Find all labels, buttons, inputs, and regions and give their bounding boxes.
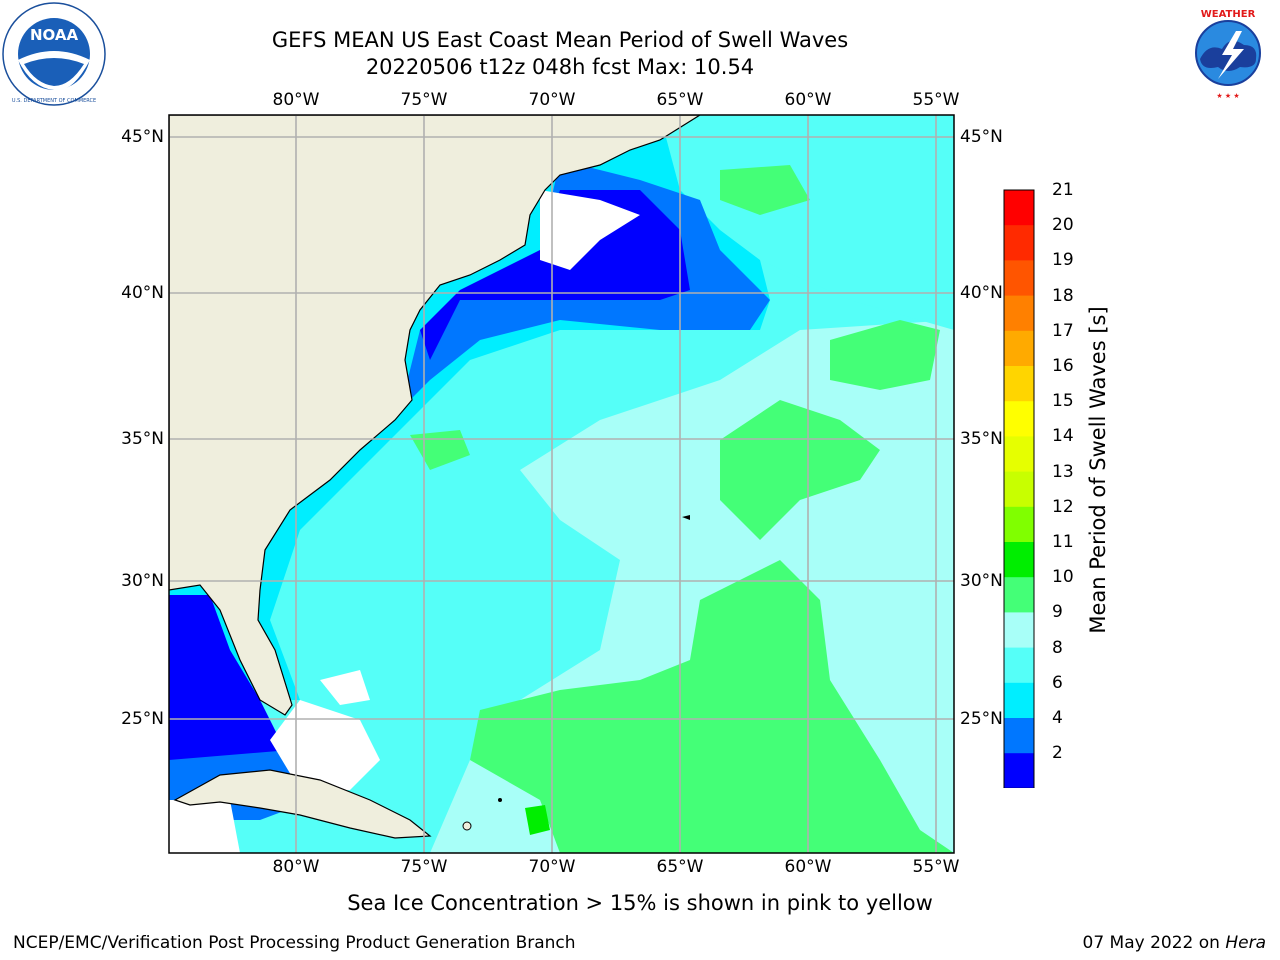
lat-label-right: 25°N bbox=[960, 709, 1003, 729]
colorbar-swatch bbox=[1004, 647, 1034, 684]
lat-label-left: 40°N bbox=[121, 283, 164, 303]
colorbar-title: Mean Period of Swell Waves [s] bbox=[1086, 306, 1110, 634]
lon-label-bottom: 60°W bbox=[784, 857, 832, 877]
colorbar-tick-label: 17 bbox=[1052, 320, 1074, 341]
nws-logo: WEATHER ★ ★ ★ bbox=[1180, 5, 1276, 101]
colorbar-tick-label: 4 bbox=[1052, 708, 1063, 728]
land-us-east bbox=[169, 115, 702, 716]
colorbar-swatch bbox=[1004, 225, 1034, 261]
map-title: GEFS MEAN US East Coast Mean Period of S… bbox=[271, 28, 849, 52]
colorbar-tick-label: 12 bbox=[1052, 496, 1074, 517]
colorbar-swatch bbox=[1004, 542, 1034, 578]
colorbar-tick-label: 11 bbox=[1052, 532, 1074, 552]
lat-label-left: 45°N bbox=[121, 127, 164, 147]
lat-label-right: 45°N bbox=[960, 127, 1003, 147]
lon-label-top: 65°W bbox=[656, 90, 704, 110]
map-subtitle: 20220506 t12z 048h fcst Max: 10.54 bbox=[365, 55, 755, 79]
colorbar-swatch bbox=[1004, 190, 1034, 226]
colorbar-tick-label: 2 bbox=[1052, 743, 1063, 764]
colorbar-tick-label: 19 bbox=[1052, 250, 1074, 271]
svg-text:NOAA: NOAA bbox=[30, 26, 79, 44]
colorbar-tick-label: 21 bbox=[1052, 180, 1074, 200]
lon-label-bottom: 80°W bbox=[272, 857, 320, 877]
lat-label-left: 35°N bbox=[121, 429, 164, 449]
colorbar-swatch bbox=[1004, 330, 1034, 367]
lon-label-bottom: 70°W bbox=[528, 857, 576, 877]
svg-text:★ ★ ★: ★ ★ ★ bbox=[1216, 92, 1239, 100]
colorbar-tick-label: 10 bbox=[1052, 567, 1074, 588]
colorbar-tick-label: 9 bbox=[1052, 602, 1063, 623]
colorbar-swatch bbox=[1004, 436, 1034, 473]
lon-label-bottom: 55°W bbox=[912, 857, 960, 877]
lat-label-right: 30°N bbox=[960, 571, 1003, 591]
colorbar-tick-label: 15 bbox=[1052, 391, 1074, 412]
colorbar-tick-label: 8 bbox=[1052, 637, 1063, 658]
colorbar-tick-label: 16 bbox=[1052, 356, 1074, 376]
colorbar-swatch bbox=[1004, 718, 1034, 754]
colorbar-tick-label: 13 bbox=[1052, 461, 1074, 482]
colorbar bbox=[1003, 189, 1035, 788]
colorbar-tick-label: 20 bbox=[1052, 215, 1074, 236]
colorbar-frame bbox=[1003, 189, 1035, 788]
colorbar-swatch bbox=[1004, 366, 1034, 402]
map-frame bbox=[168, 114, 955, 854]
lon-label-top: 80°W bbox=[272, 90, 320, 110]
footer-date: 07 May 2022 on Hera bbox=[1082, 933, 1267, 953]
ocean-band-below-2 bbox=[420, 190, 690, 360]
colorbar-swatch bbox=[1004, 753, 1034, 788]
lon-label-top: 55°W bbox=[912, 90, 960, 110]
lat-label-left: 25°N bbox=[121, 709, 164, 729]
colorbar-swatch bbox=[1004, 612, 1034, 649]
land-cuba bbox=[173, 769, 432, 839]
lon-label-bottom: 75°W bbox=[400, 857, 448, 877]
lon-label-bottom: 65°W bbox=[656, 857, 704, 877]
colorbar-swatch bbox=[1004, 471, 1034, 508]
sea-ice-note: Sea Ice Concentration > 15% is shown in … bbox=[347, 891, 933, 915]
machine-name: Hera bbox=[1225, 933, 1266, 953]
colorbar-tick-label: 6 bbox=[1052, 672, 1063, 693]
noaa-logo: NOAA U.S. DEPARTMENT OF COMMERCE bbox=[2, 2, 106, 106]
colorbar-swatch bbox=[1004, 506, 1034, 543]
lon-label-top: 75°W bbox=[400, 90, 448, 110]
svg-text:WEATHER: WEATHER bbox=[1201, 9, 1256, 20]
colorbar-swatch bbox=[1004, 682, 1034, 719]
graticule bbox=[169, 115, 954, 853]
lat-label-right: 40°N bbox=[960, 283, 1003, 303]
ocean-band-9-10 bbox=[470, 560, 954, 853]
lon-label-top: 60°W bbox=[784, 90, 832, 110]
colorbar-tick-label: 18 bbox=[1052, 285, 1074, 306]
colorbar-swatch bbox=[1004, 577, 1034, 613]
colorbar-tick-label: 14 bbox=[1052, 426, 1074, 447]
colorbar-swatch bbox=[1004, 401, 1034, 437]
footer-credit: NCEP/EMC/Verification Post Processing Pr… bbox=[13, 933, 576, 953]
lon-label-top: 70°W bbox=[528, 90, 576, 110]
colorbar-swatch bbox=[1004, 295, 1034, 332]
colorbar-swatch bbox=[1004, 260, 1034, 297]
lat-label-left: 30°N bbox=[121, 571, 164, 591]
svg-text:U.S. DEPARTMENT OF COMMERCE: U.S. DEPARTMENT OF COMMERCE bbox=[12, 98, 96, 104]
lat-label-right: 35°N bbox=[960, 429, 1003, 449]
